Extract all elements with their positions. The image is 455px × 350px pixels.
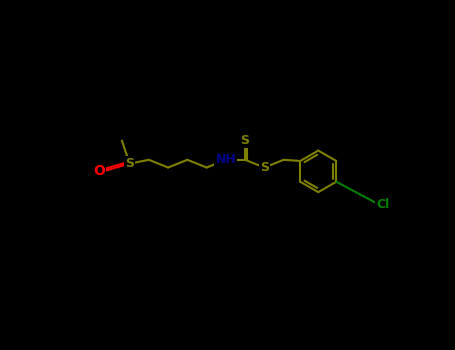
Text: NH: NH — [216, 153, 236, 166]
Text: O: O — [93, 164, 105, 178]
Text: S: S — [125, 157, 134, 170]
Text: S: S — [260, 161, 269, 174]
Text: Cl: Cl — [376, 198, 389, 211]
Text: S: S — [241, 134, 250, 147]
